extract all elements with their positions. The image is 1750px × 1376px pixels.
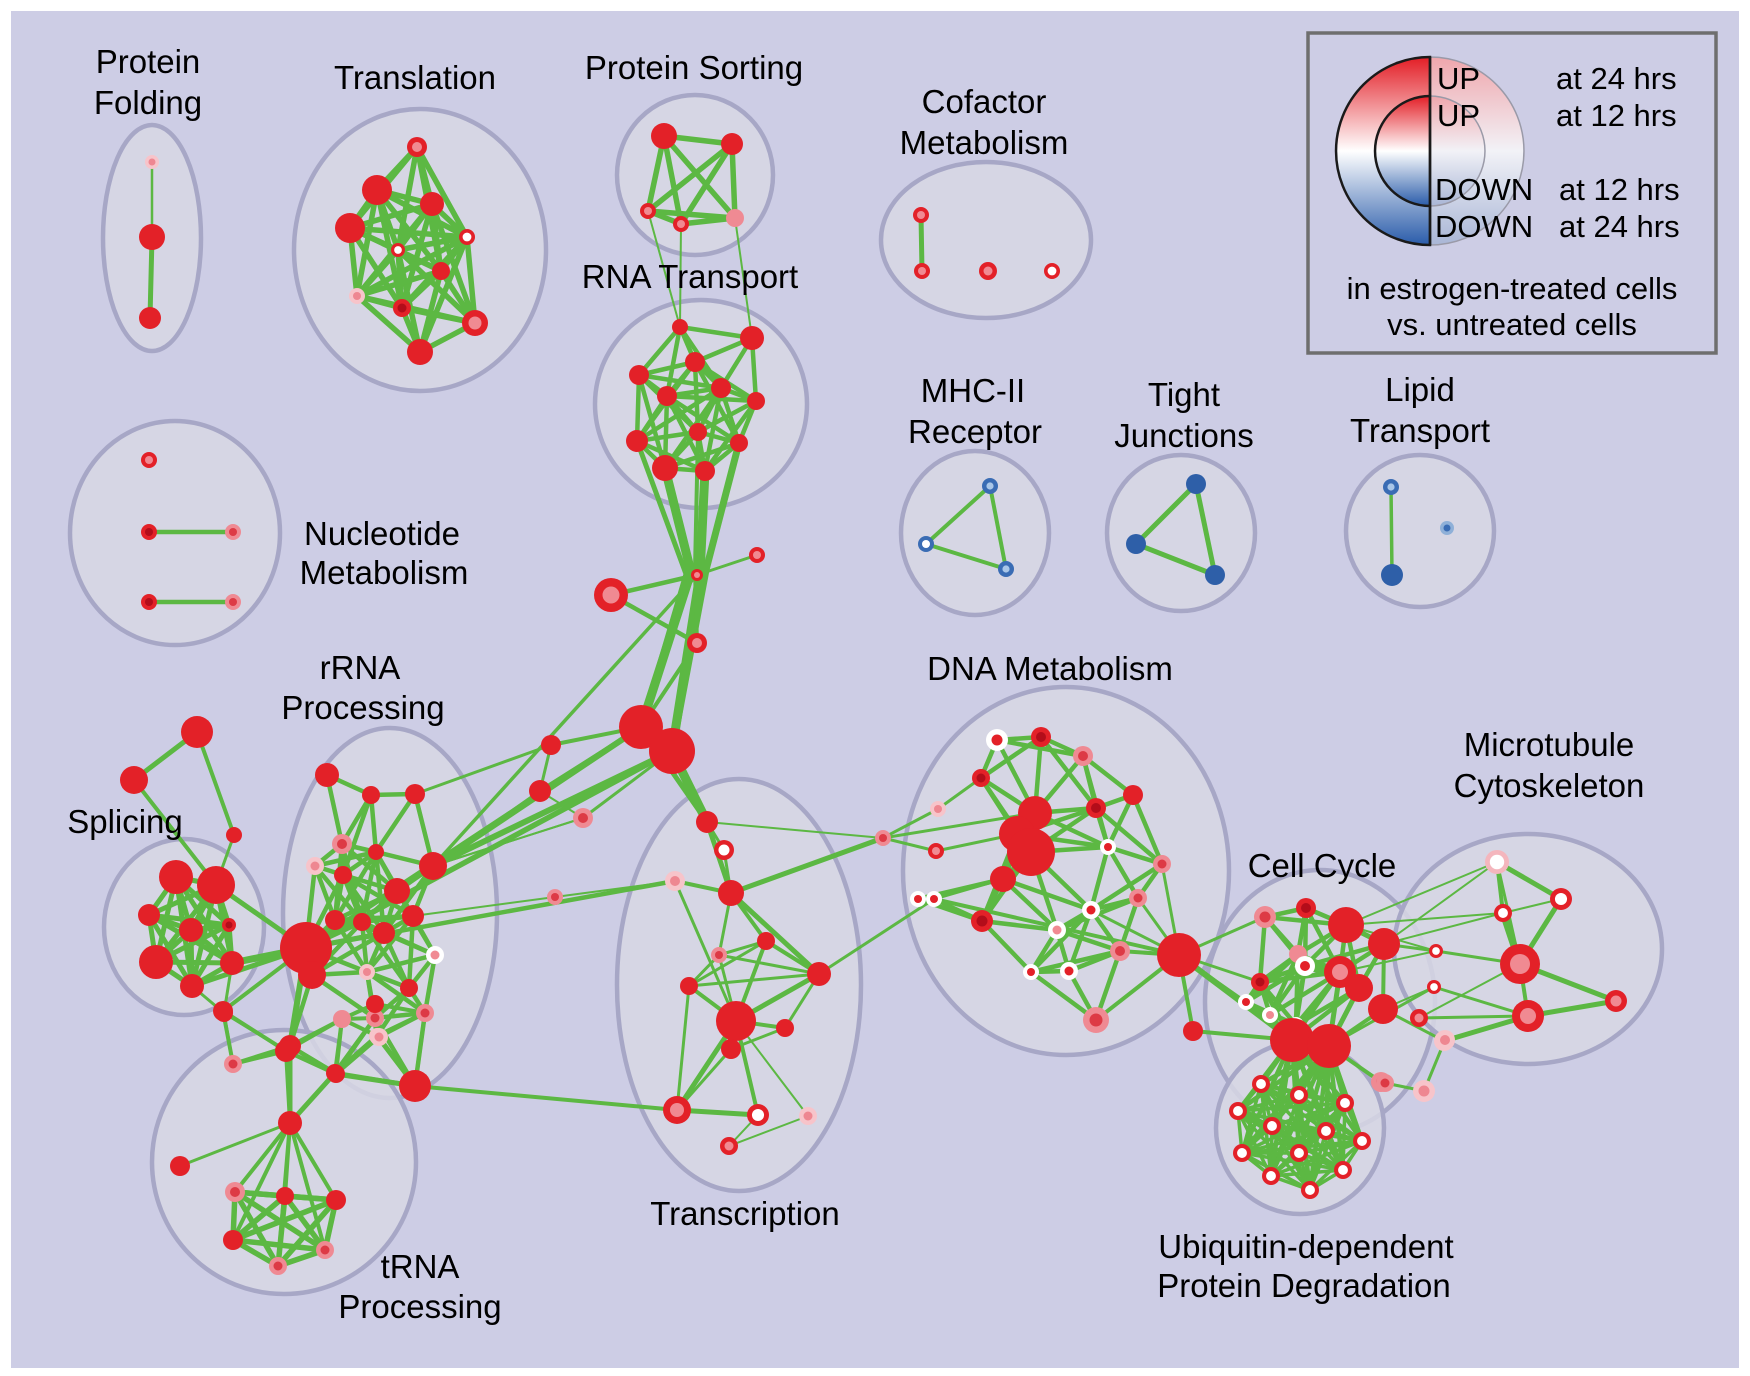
svg-text:Junctions: Junctions bbox=[1114, 417, 1253, 454]
svg-text:Receptor: Receptor bbox=[908, 413, 1042, 450]
svg-text:at 12 hrs: at 12 hrs bbox=[1556, 98, 1677, 133]
svg-text:Folding: Folding bbox=[94, 84, 202, 121]
svg-text:Translation: Translation bbox=[334, 59, 496, 96]
svg-text:Tight: Tight bbox=[1148, 376, 1220, 413]
svg-text:vs. untreated cells: vs. untreated cells bbox=[1387, 307, 1637, 342]
svg-text:Processing: Processing bbox=[338, 1288, 501, 1325]
svg-text:Transcription: Transcription bbox=[650, 1195, 840, 1232]
svg-text:Ubiquitin-dependent: Ubiquitin-dependent bbox=[1158, 1228, 1453, 1265]
svg-text:RNA Transport: RNA Transport bbox=[582, 258, 798, 295]
svg-text:rRNA: rRNA bbox=[320, 649, 401, 686]
svg-text:Cofactor: Cofactor bbox=[922, 83, 1047, 120]
svg-text:in estrogen-treated cells: in estrogen-treated cells bbox=[1347, 271, 1678, 306]
svg-text:Microtubule: Microtubule bbox=[1464, 726, 1635, 763]
svg-text:DOWN: DOWN bbox=[1435, 209, 1533, 244]
svg-text:Nucleotide: Nucleotide bbox=[304, 515, 460, 552]
svg-text:at 12 hrs: at 12 hrs bbox=[1559, 172, 1680, 207]
svg-text:Cytoskeleton: Cytoskeleton bbox=[1454, 767, 1645, 804]
svg-text:at 24 hrs: at 24 hrs bbox=[1559, 209, 1680, 244]
svg-text:Transport: Transport bbox=[1350, 412, 1490, 449]
svg-text:Metabolism: Metabolism bbox=[300, 554, 469, 591]
svg-text:Cell Cycle: Cell Cycle bbox=[1248, 847, 1397, 884]
svg-text:UP: UP bbox=[1437, 98, 1480, 133]
svg-text:DNA Metabolism: DNA Metabolism bbox=[927, 650, 1173, 687]
svg-text:tRNA: tRNA bbox=[381, 1248, 460, 1285]
svg-text:Protein Degradation: Protein Degradation bbox=[1157, 1267, 1451, 1304]
svg-text:UP: UP bbox=[1437, 61, 1480, 96]
svg-text:MHC-II: MHC-II bbox=[921, 372, 1025, 409]
svg-text:Protein: Protein bbox=[96, 43, 201, 80]
svg-text:Protein Sorting: Protein Sorting bbox=[585, 49, 803, 86]
svg-text:Metabolism: Metabolism bbox=[900, 124, 1069, 161]
svg-text:Splicing: Splicing bbox=[67, 803, 183, 840]
svg-text:Processing: Processing bbox=[281, 689, 444, 726]
svg-text:DOWN: DOWN bbox=[1435, 172, 1533, 207]
svg-text:Lipid: Lipid bbox=[1385, 371, 1455, 408]
svg-text:at 24 hrs: at 24 hrs bbox=[1556, 61, 1677, 96]
